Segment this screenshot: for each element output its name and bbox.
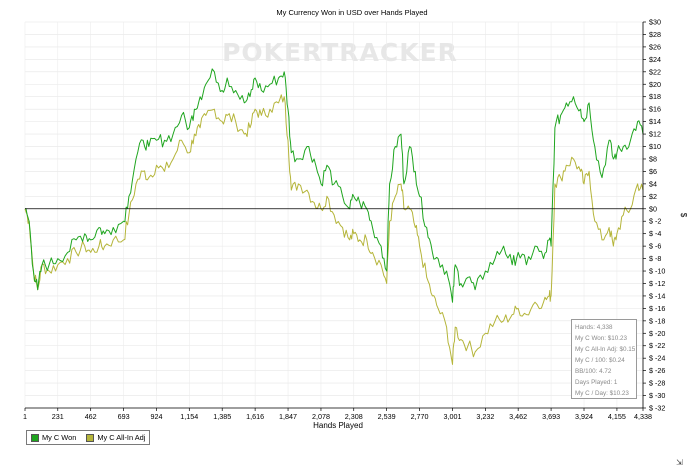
watermark-logo: POKERTRACKER	[222, 38, 458, 67]
y-tick-label: $ -16	[649, 304, 665, 313]
chart-title: My Currency Won in USD over Hands Played	[276, 8, 427, 17]
y-tick-label: $20	[649, 80, 661, 89]
y-tick-label: $ -4	[649, 229, 661, 238]
x-tick-label: 231	[52, 412, 64, 421]
stats-info-box: Hands: 4,338 My C Won: $10.23 My C All-I…	[571, 319, 637, 399]
y-tick-label: $ -6	[649, 242, 661, 251]
y-tick-label: $0	[649, 204, 657, 213]
y-tick-label: $ -32	[649, 404, 665, 413]
info-hands: Hands: 4,338	[575, 324, 613, 331]
x-tick-label: 3,693	[542, 412, 560, 421]
x-tick-label: 4,338	[634, 412, 652, 421]
chart-legend[interactable]: My C Won My C All-In Adj	[26, 430, 151, 445]
x-tick-label: 3,462	[509, 412, 527, 421]
y-tick-label: $22	[649, 67, 661, 76]
x-tick-label: 1,385	[213, 412, 231, 421]
series-lines	[24, 68, 644, 365]
x-tick-label: 2,308	[345, 412, 363, 421]
legend-item-all-in-adj[interactable]: My C All-In Adj	[86, 433, 145, 442]
resize-grip-icon[interactable]: ⇲	[676, 458, 683, 467]
y-tick-label: $28	[649, 30, 661, 39]
legend-label-all-in-adj: My C All-In Adj	[97, 433, 146, 442]
x-axis-label: Hands Played	[313, 421, 363, 430]
x-tick-label: 3,924	[575, 412, 593, 421]
y-tick-label: $ -8	[649, 254, 661, 263]
y-tick-label: $2	[649, 192, 657, 201]
x-tick-label: 462	[85, 412, 97, 421]
x-tick-label: 693	[118, 412, 130, 421]
x-tick-label: 1,847	[279, 412, 297, 421]
x-tick-label: 2,770	[411, 412, 429, 421]
axes	[25, 22, 644, 409]
y-tick-label: $ -14	[649, 291, 665, 300]
y-tick-label: $ -30	[649, 391, 665, 400]
y-tick-label: $16	[649, 105, 661, 114]
y-tick-label: $ -26	[649, 366, 665, 375]
y-tick-label: $12	[649, 130, 661, 139]
y-tick-label: $ -10	[649, 267, 665, 276]
y-axis-ticks: $30 $28 $26 $24 $22 $20 $18 $16 $14 $12 $10 $8 $6 $4 $…	[643, 18, 665, 413]
y-tick-label: $30	[649, 18, 661, 27]
y-tick-label: $24	[649, 55, 661, 64]
x-tick-label: 4,155	[608, 412, 626, 421]
x-tick-label: 1,154	[180, 412, 198, 421]
series-line-1	[24, 94, 644, 365]
info-days-played: Days Played: 1	[575, 379, 618, 386]
y-tick-label: $ -18	[649, 316, 665, 325]
x-tick-label: 924	[151, 412, 163, 421]
y-tick-label: $26	[649, 42, 661, 51]
y-tick-label: $6	[649, 167, 657, 176]
x-tick-label: 1,616	[246, 412, 264, 421]
x-tick-label: 3,001	[443, 412, 461, 421]
x-tick-label: 3,232	[476, 412, 494, 421]
info-per-day: My C / Day: $10.23	[575, 390, 629, 397]
y-tick-label: $18	[649, 92, 661, 101]
info-bb-100: BB/100: 4.72	[575, 368, 612, 375]
y-tick-label: $ -2	[649, 217, 661, 226]
x-tick-label: 2,078	[312, 412, 330, 421]
y-tick-label: $ -22	[649, 341, 665, 350]
legend-label-my-c-won: My C Won	[42, 433, 77, 442]
y-tick-label: $4	[649, 179, 657, 188]
y-tick-label: $ -20	[649, 329, 665, 338]
y-axis-label: $	[679, 213, 688, 218]
y-tick-label: $ -28	[649, 379, 665, 388]
legend-swatch-my-c-won	[31, 433, 39, 442]
legend-item-my-c-won[interactable]: My C Won	[31, 433, 76, 442]
series-line-0	[24, 68, 644, 303]
x-tick-label: 2,539	[378, 412, 396, 421]
x-axis-ticks: 1 231 462 693 924 1,154 1,385 1,616 1,847 2,078 2,…	[23, 408, 652, 421]
info-won: My C Won: $10.23	[575, 335, 628, 342]
y-tick-label: $10	[649, 142, 661, 151]
y-tick-label: $ -24	[649, 354, 665, 363]
legend-swatch-all-in-adj	[86, 433, 95, 442]
y-tick-label: $14	[649, 117, 661, 126]
info-allin-adj: My C All-In Adj: $0.15	[575, 346, 636, 353]
x-tick-label: 1	[23, 412, 27, 421]
y-tick-label: $ -12	[649, 279, 665, 288]
info-per-100: My C / 100: $0.24	[575, 357, 625, 364]
y-tick-label: $8	[649, 154, 657, 163]
